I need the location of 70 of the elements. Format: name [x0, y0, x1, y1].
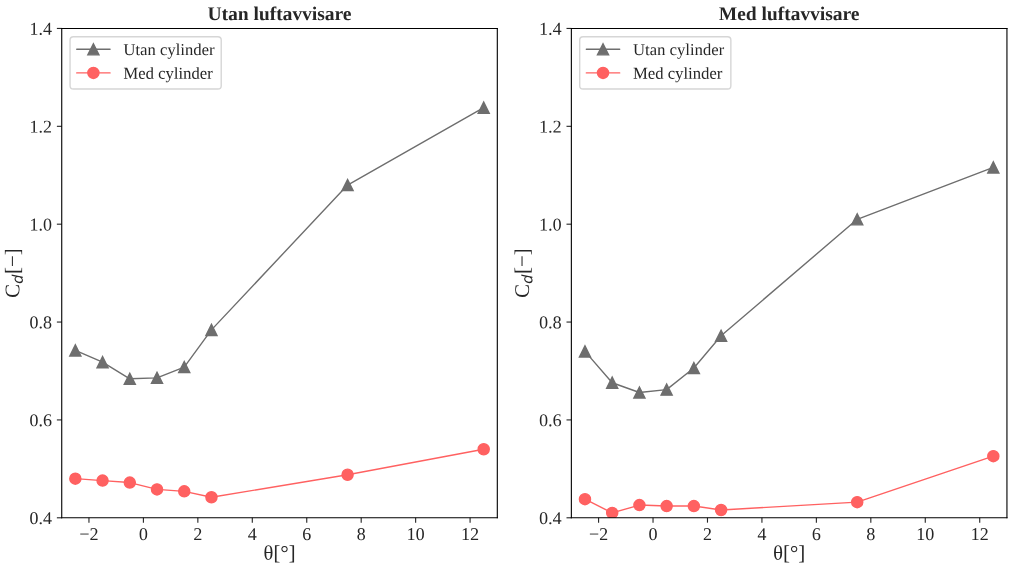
y-tick-label: 1.4 [540, 22, 562, 35]
x-tick-label: 12 [972, 528, 988, 541]
x-tick-label: 10 [917, 528, 934, 541]
point [987, 161, 1000, 174]
point [477, 101, 490, 114]
x-tick-label: 0 [649, 528, 657, 541]
legend-label: Utan cylinder [633, 43, 725, 59]
point [69, 472, 82, 485]
point [578, 345, 592, 358]
point [605, 376, 619, 389]
point [714, 329, 728, 343]
y-tick-label: 0.6 [539, 414, 562, 427]
point [687, 499, 701, 513]
point [341, 178, 354, 192]
x-tick-label: 2 [194, 528, 202, 541]
y-tick-label: 1.4 [31, 22, 52, 35]
x-axis-title: θ[°] [264, 545, 295, 563]
point [850, 213, 864, 226]
y-tick-label: 1.0 [540, 218, 561, 231]
chart-title: Med luftavvisare [719, 6, 859, 21]
y-axis-title: C$_{d}$[−] [4, 249, 23, 298]
x-tick-label: 12 [462, 528, 479, 541]
legend-label: Med cylinder [123, 67, 213, 83]
point [150, 483, 164, 496]
y-tick-label: 1.2 [540, 120, 561, 133]
point [987, 449, 1000, 463]
y-tick-label: 1.0 [31, 218, 52, 231]
x-tick-label: 6 [812, 528, 821, 541]
point [96, 355, 109, 369]
y-tick-label: 0.6 [30, 414, 52, 427]
chart-title: Utan luftavvisare [208, 6, 351, 21]
x-tick-label: 0 [139, 528, 148, 541]
y-tick-label: 0.8 [539, 316, 561, 329]
point [205, 490, 218, 504]
legend-label: Med cylinder [633, 67, 723, 83]
y-tick-label: 1.2 [31, 120, 52, 133]
legend-label: Utan cylinder [123, 43, 215, 59]
x-tick-label: 6 [303, 528, 311, 541]
x-tick-label: 4 [248, 528, 257, 541]
point [477, 443, 490, 456]
point [578, 492, 592, 506]
point [150, 371, 164, 385]
point [850, 495, 864, 509]
point [123, 476, 137, 489]
point [714, 503, 728, 517]
point [660, 499, 673, 513]
point [660, 383, 673, 396]
x-tick-label: −2 [589, 528, 608, 541]
point [605, 506, 619, 518]
y-tick-label: 0.4 [539, 512, 562, 525]
point [687, 361, 701, 375]
point [177, 485, 191, 498]
x-axis-title: θ[°] [774, 545, 804, 563]
point [633, 498, 646, 512]
point [69, 344, 82, 357]
point [205, 323, 218, 337]
point [96, 474, 109, 487]
point [123, 372, 137, 386]
point [341, 468, 354, 481]
x-tick-label: −2 [80, 528, 98, 541]
y-axis-title: C$_{d}$[−] [514, 249, 533, 298]
y-tick-label: 0.8 [30, 316, 52, 329]
y-tick-label: 0.4 [30, 512, 52, 525]
point [633, 386, 646, 399]
x-tick-label: 4 [757, 528, 767, 541]
x-tick-label: 10 [408, 528, 424, 541]
x-tick-label: 8 [357, 528, 366, 541]
point [177, 360, 191, 374]
x-tick-label: 2 [703, 528, 711, 541]
x-tick-label: 8 [867, 528, 875, 541]
